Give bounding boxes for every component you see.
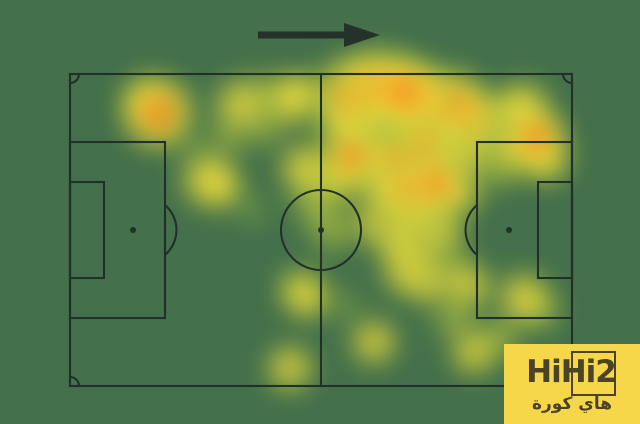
right-penalty-arc (464, 204, 478, 256)
left-penalty-arc (164, 204, 178, 256)
watermark-arabic-text: هاي كورة (531, 394, 613, 414)
hihi2-logo-watermark: HiHi2 هاي كورة (504, 344, 640, 424)
left-penalty-spot (130, 227, 136, 233)
corner-arc-top-left (69, 73, 81, 85)
heat-blob (271, 261, 341, 331)
heat-blob (486, 260, 562, 336)
corner-arc-top-right (561, 73, 573, 85)
heat-blob (495, 97, 577, 179)
heat-blob (111, 66, 205, 160)
center-circle (279, 188, 363, 272)
heat-blob (339, 307, 409, 377)
right-goal-area (536, 180, 574, 280)
left-goal-area (68, 180, 106, 280)
left-penalty-area (68, 140, 167, 320)
right-penalty-area (475, 140, 574, 320)
square-outline-icon (571, 351, 616, 396)
watermark-wordmark-row: HiHi2 (514, 350, 630, 396)
corner-arc-bottom-left (69, 375, 81, 387)
heat-blob (439, 317, 509, 387)
attacking-direction-arrow (258, 23, 380, 47)
right-penalty-spot (506, 227, 512, 233)
heat-blob (357, 45, 451, 139)
heat-blob (398, 146, 474, 222)
center-spot (318, 227, 324, 233)
heat-blob (169, 139, 251, 221)
watermark-wordmark: HiHi2 (526, 353, 617, 390)
